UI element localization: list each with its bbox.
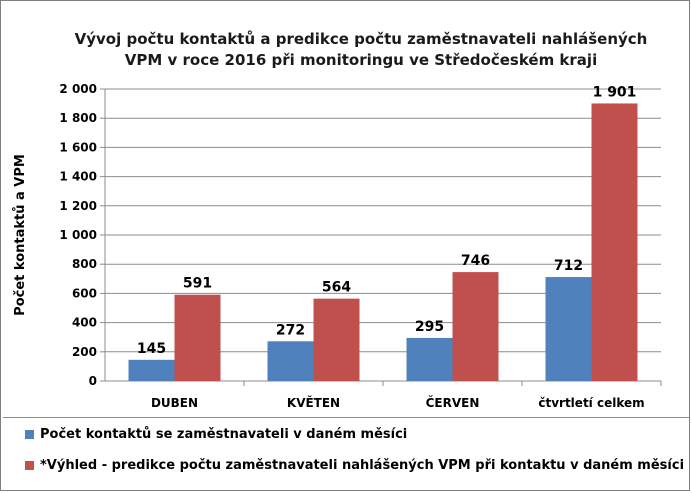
- x-category-label: DUBEN: [151, 396, 198, 410]
- legend: Počet kontaktů se zaměstnavateli v daném…: [3, 417, 689, 490]
- x-category-label: ČERVEN: [426, 395, 480, 410]
- data-label-prediction-3: 1 901: [593, 84, 637, 100]
- bar-contacts-2: [406, 337, 453, 381]
- y-tick-label: 1 600: [59, 140, 97, 154]
- y-tick-label: 600: [72, 286, 97, 300]
- legend-swatch-prediction: [25, 461, 34, 470]
- data-label-prediction-1: 564: [322, 280, 351, 296]
- x-category-label: KVĚTEN: [287, 395, 340, 410]
- data-label-prediction-2: 746: [461, 253, 490, 269]
- y-tick-label: 400: [72, 316, 97, 330]
- y-tick-label: 1 400: [59, 170, 97, 184]
- bar-prediction-1: [313, 298, 360, 381]
- bar-contacts-0: [128, 359, 175, 381]
- y-tick-label: 200: [72, 345, 97, 359]
- data-label-contacts-1: 272: [276, 322, 305, 338]
- bar-contacts-3: [545, 277, 592, 381]
- data-label-contacts-3: 712: [554, 258, 583, 274]
- y-tick-label: 1 000: [59, 228, 97, 242]
- legend-label-contacts: Počet kontaktů se zaměstnavateli v daném…: [40, 427, 408, 442]
- y-tick-label: 1 200: [59, 199, 97, 213]
- bar-prediction-3: [591, 103, 638, 381]
- data-label-contacts-2: 295: [415, 319, 444, 335]
- legend-label-prediction: *Výhled - predikce počtu zaměstnavateli …: [40, 458, 685, 473]
- bar-prediction-2: [452, 272, 499, 381]
- bar-prediction-0: [174, 294, 221, 381]
- bar-contacts-1: [267, 341, 314, 381]
- x-category-label: čtvrtletí celkem: [538, 396, 644, 410]
- y-tick-label: 1 800: [59, 111, 97, 125]
- y-tick-label: 2 000: [59, 82, 97, 96]
- y-tick-label: 800: [72, 257, 97, 271]
- chart-title-line-2: VPM v roce 2016 při monitoringu ve Střed…: [124, 51, 598, 69]
- chart-title-line-1: Vývoj počtu kontaktů a predikce počtu za…: [74, 30, 648, 48]
- legend-item-prediction: *Výhled - predikce počtu zaměstnavateli …: [25, 458, 684, 473]
- data-label-contacts-0: 145: [137, 341, 166, 357]
- y-tick-label: 0: [89, 374, 97, 388]
- bar-chart: 0 200 400 600 800 1 000 1 200 1 400 1 600 1 800 2 …: [59, 82, 662, 410]
- legend-item-contacts: Počet kontaktů se zaměstnavateli v daném…: [25, 427, 407, 442]
- data-label-prediction-0: 591: [183, 276, 212, 292]
- legend-swatch-contacts: [25, 430, 34, 439]
